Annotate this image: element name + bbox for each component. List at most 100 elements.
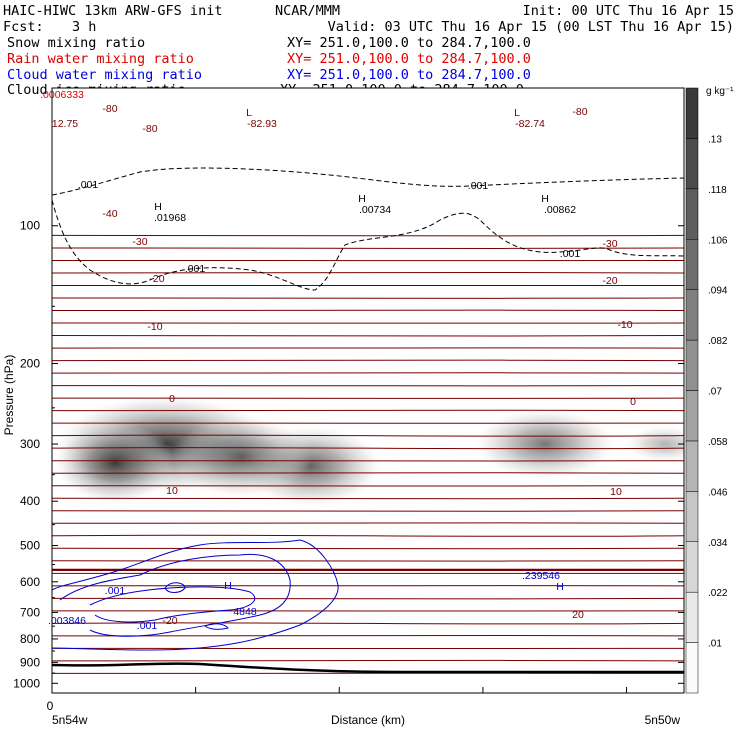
y-tick-label: 600 xyxy=(20,575,40,589)
contour-label: -30 xyxy=(602,238,617,250)
contour-label: -10 xyxy=(147,321,162,333)
y-axis-label: Pressure (hPa) xyxy=(2,355,16,436)
colorbar-segment xyxy=(685,138,699,190)
field-name-cloud-water: Cloud water mixing ratio xyxy=(7,67,202,83)
colorbar-tick-label: .13 xyxy=(708,134,722,145)
isotherm-line xyxy=(52,534,684,537)
contour-label: H xyxy=(154,201,162,213)
contour-label: .001 xyxy=(78,179,99,191)
plot-area: -80 -80 -80 L L 12.75 -82.93 -82.74 -40 -30 -30 -20… xyxy=(13,87,685,694)
contour-label: H xyxy=(556,581,564,593)
y-tick-label: 300 xyxy=(20,437,40,451)
y-tick-label: 200 xyxy=(20,356,40,370)
y-tick-label: 500 xyxy=(20,539,40,553)
colorbar-segment xyxy=(685,541,699,593)
snow-shade-blob xyxy=(171,416,312,497)
isotherm-line xyxy=(52,622,684,625)
contour-label: 12.75 xyxy=(52,118,78,130)
hydrometeor-contours xyxy=(52,167,684,674)
isotherm-line xyxy=(52,560,684,562)
cloud-water-contour xyxy=(89,586,256,623)
contour-label: -20 xyxy=(149,273,164,285)
cloud-water-contour xyxy=(204,623,229,630)
plot-frame xyxy=(51,87,685,694)
field-xy-cloud-water: XY= 251.0,100.0 to 284.7,100.0 xyxy=(287,67,531,83)
snow-shade-blob xyxy=(625,426,684,463)
colorbar-segment xyxy=(685,642,699,694)
contour-label: .00862 xyxy=(544,204,576,216)
y-tick-label: 100 xyxy=(20,219,40,233)
contour-label: -80 xyxy=(572,106,587,118)
organization: NCAR/MMM xyxy=(275,3,340,19)
colorbar-tick-label: .094 xyxy=(708,286,728,297)
isotherm-line xyxy=(52,359,684,362)
y-tick-label: 700 xyxy=(20,605,40,619)
isotherm-line xyxy=(52,372,684,374)
snow-shade-blob xyxy=(474,409,615,480)
cloud-ice-contour-top xyxy=(52,167,684,196)
colorbar-segment xyxy=(685,440,699,492)
isotherm-line xyxy=(52,384,684,387)
contour-label: .239546 xyxy=(522,570,560,582)
contour-label: .001 xyxy=(105,585,126,597)
contour-label: 0 xyxy=(630,396,636,408)
contour-label: .0006333 xyxy=(40,89,84,101)
colorbar-tick-label: .01 xyxy=(708,639,722,650)
colorbar-segment xyxy=(685,339,699,391)
contour-label: -80 xyxy=(102,103,117,115)
contour-label: H xyxy=(224,580,232,592)
colorbar-unit: g kg⁻¹ xyxy=(706,86,734,97)
contour-label: -82.74 xyxy=(515,118,545,130)
contour-label: 10 xyxy=(610,486,622,498)
contour-label: H xyxy=(541,193,549,205)
y-tick-label: 1000 xyxy=(13,676,40,690)
x-axis-right-endpoint: 5n50w xyxy=(645,713,681,727)
isotherm-line xyxy=(52,409,684,412)
field-name-rain: Rain water mixing ratio xyxy=(7,51,194,67)
contour-label: L xyxy=(514,107,520,119)
snow-shade-blob xyxy=(55,422,176,503)
terrain-line xyxy=(52,662,684,674)
header: HAIC-HIWC 13km ARW-GFS init NCAR/MMM Ini… xyxy=(3,3,734,98)
colorbar-tick-label: .022 xyxy=(708,588,728,599)
contour-label: -80 xyxy=(142,123,157,135)
colorbar: .01 .022 .034 .046 .058 .07 .082 .094 .106 .118 .1… xyxy=(685,87,728,694)
contour-label: -82.93 xyxy=(247,118,277,130)
colorbar-tick-label: .07 xyxy=(708,387,722,398)
colorbar-tick-label: .034 xyxy=(708,538,728,549)
isotherm-line xyxy=(52,459,684,462)
field-name-snow: Snow mixing ratio xyxy=(7,35,145,51)
forecast-value: 3 h xyxy=(72,19,96,35)
cloud-water-contour xyxy=(164,582,186,593)
cloud-water-contour xyxy=(59,553,291,637)
colorbar-segment xyxy=(685,188,699,240)
contour-label: -30 xyxy=(132,236,147,248)
field-xy-snow: XY= 251.0,100.0 to 284.7,100.0 xyxy=(287,35,531,51)
contour-label: -40 xyxy=(102,208,117,220)
contour-label: .001 xyxy=(137,620,158,632)
contour-label: L xyxy=(246,107,252,119)
isotherm-line xyxy=(52,447,684,450)
contour-label: -20 xyxy=(162,615,177,627)
init-time: Init: 00 UTC Thu 16 Apr 15 xyxy=(523,3,734,19)
x-axis-left-endpoint: 5n54w xyxy=(52,713,88,727)
y-tick-label: 400 xyxy=(20,494,40,508)
colorbar-segment xyxy=(685,491,699,543)
contour-label: 10 xyxy=(166,485,178,497)
isotherm-line xyxy=(52,297,684,299)
y-tick-label: 900 xyxy=(20,655,40,669)
contour-label: .003846 xyxy=(48,615,86,627)
contour-label: H xyxy=(358,193,366,205)
field-xy-rain: XY= 251.0,100.0 to 284.7,100.0 xyxy=(287,51,531,67)
contour-label: .001 xyxy=(468,180,489,192)
colorbar-segment xyxy=(685,87,699,139)
contour-label: -20 xyxy=(602,275,617,287)
colorbar-tick-label: .058 xyxy=(708,437,728,448)
colorbar-tick-label: .046 xyxy=(708,487,728,498)
plot-background xyxy=(52,88,684,693)
contour-label: -10 xyxy=(617,319,632,331)
colorbar-tick-label: .106 xyxy=(708,235,728,246)
valid-time: Valid: 03 UTC Thu 16 Apr 15 (00 LST Thu … xyxy=(328,19,734,35)
contour-label: .00734 xyxy=(359,204,391,216)
